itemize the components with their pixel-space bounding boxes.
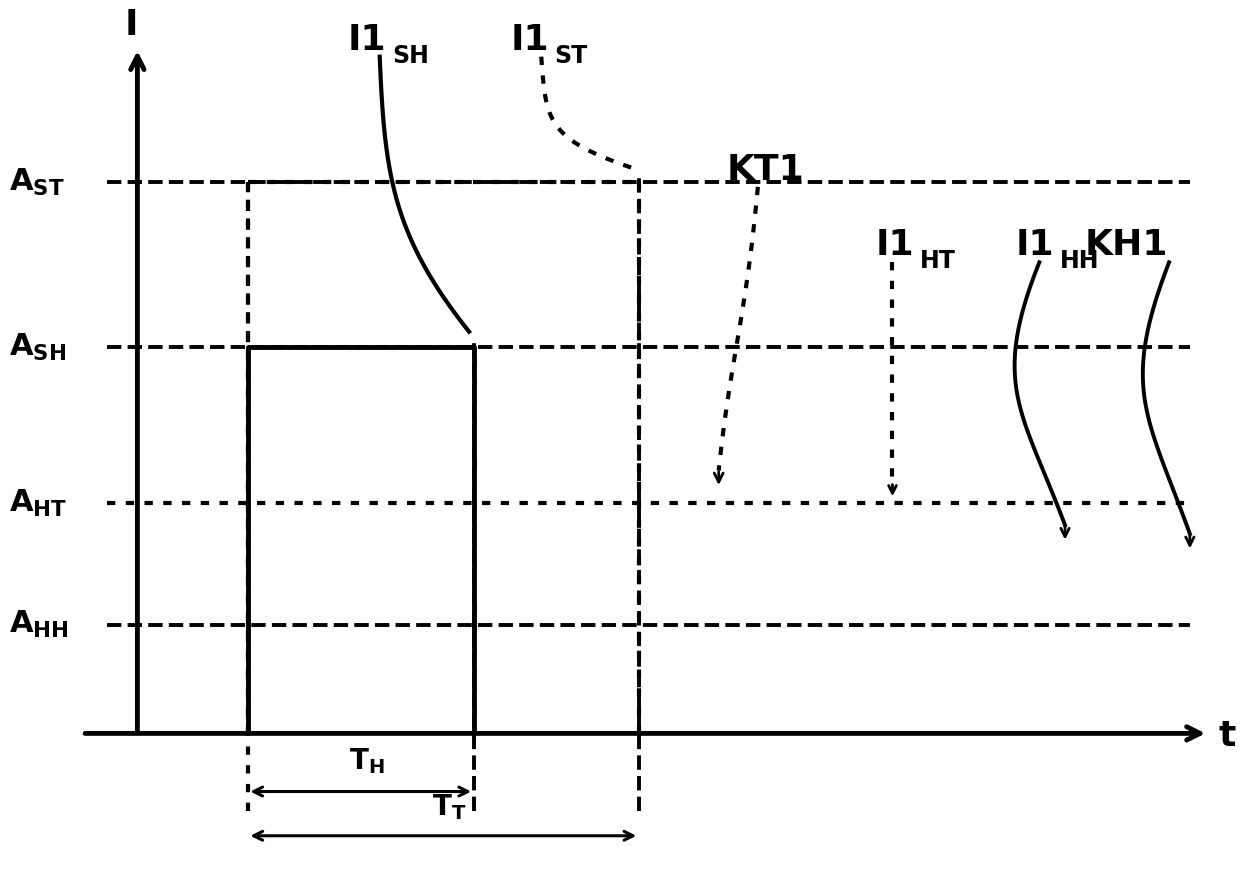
Text: SH: SH <box>392 44 429 68</box>
Text: I1: I1 <box>1016 228 1055 262</box>
Text: I1: I1 <box>511 23 549 57</box>
Text: I1: I1 <box>875 228 914 262</box>
Text: I: I <box>124 8 138 42</box>
Text: KT1: KT1 <box>727 153 804 186</box>
Text: t: t <box>1218 719 1235 753</box>
Text: $\mathbf{A_{SH}}$: $\mathbf{A_{SH}}$ <box>9 332 66 363</box>
Text: $\mathbf{T_T}$: $\mathbf{T_T}$ <box>433 792 466 822</box>
Text: $\mathbf{A_{HT}}$: $\mathbf{A_{HT}}$ <box>9 488 67 519</box>
Text: I1: I1 <box>348 23 387 57</box>
Text: $\mathbf{A_{ST}}$: $\mathbf{A_{ST}}$ <box>9 167 64 198</box>
Text: KH1: KH1 <box>1085 228 1168 262</box>
Text: HT: HT <box>919 249 955 273</box>
Text: HH: HH <box>1060 249 1100 273</box>
Text: $\mathbf{T_H}$: $\mathbf{T_H}$ <box>348 746 384 776</box>
Text: $\mathbf{A_{HH}}$: $\mathbf{A_{HH}}$ <box>9 609 68 640</box>
Text: ST: ST <box>554 44 588 68</box>
